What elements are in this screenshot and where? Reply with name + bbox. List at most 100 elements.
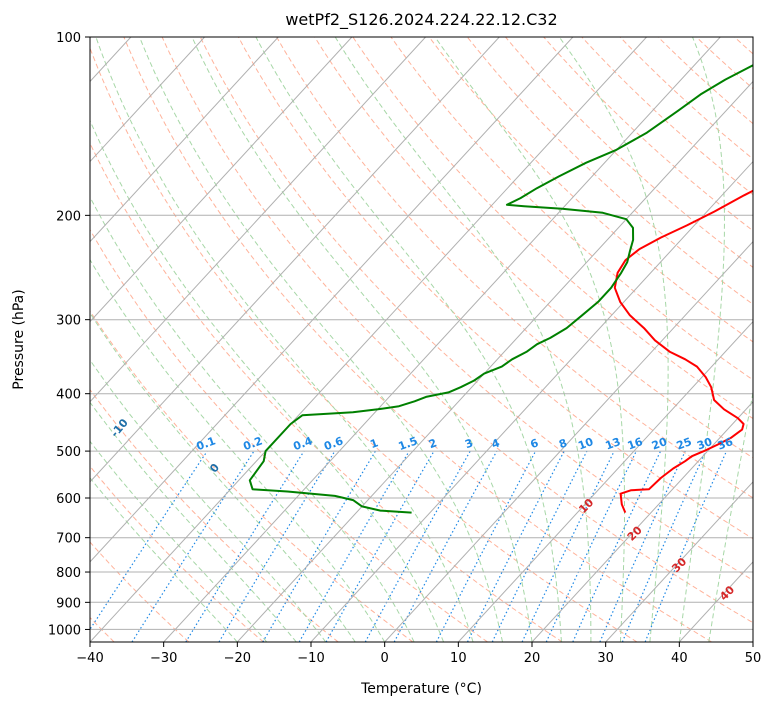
moist-adiabat-line — [334, 37, 592, 642]
dry-adiabat-label: -10 — [108, 416, 131, 440]
dry-adiabat-line — [123, 37, 712, 642]
moist-adiabat-label: 40 — [717, 583, 737, 603]
dry-adiabat-line — [90, 310, 414, 642]
dry-adiabat-line — [390, 37, 753, 381]
mixing-ratio-label: 36 — [716, 435, 735, 453]
y-axis-title: Pressure (hPa) — [11, 289, 27, 389]
mixing-ratio-line — [131, 450, 255, 642]
x-tick-label: −30 — [150, 651, 177, 666]
mixing-ratio-line — [599, 450, 686, 642]
mixing-ratio-line — [393, 450, 498, 642]
y-tick-label: 400 — [56, 388, 81, 403]
moist-adiabat-line — [90, 312, 356, 642]
isotherm-line — [457, 320, 753, 642]
dry-adiabat-line — [90, 541, 190, 642]
moist-adiabat-line — [90, 359, 327, 642]
moist-adiabat-line — [90, 401, 297, 642]
mixing-ratio-label: 4 — [490, 436, 502, 451]
mixing-ratio-label: 8 — [557, 436, 569, 451]
chart-title: wetPf2_S126.2024.224.22.12.C32 — [285, 10, 557, 30]
y-tick-label: 800 — [56, 566, 81, 581]
isotherm-line — [605, 481, 753, 642]
mixing-ratio-label: 1.5 — [397, 434, 420, 453]
dry-adiabat-line — [466, 37, 753, 305]
x-axis: −40 −30 −20 −10 0 10 20 30 40 50 — [76, 642, 761, 666]
moist-adiabat-line — [139, 37, 503, 642]
moist-adiabat-line — [434, 37, 625, 642]
x-tick-label: 20 — [524, 651, 541, 666]
dry-adiabat-line — [695, 37, 753, 90]
isotherm-line — [310, 160, 753, 642]
dry-adiabat-line — [543, 37, 753, 232]
dry-adiabat-line — [352, 37, 753, 420]
x-tick-label: 10 — [450, 651, 467, 666]
x-tick-label: 30 — [597, 651, 614, 666]
plot-frame — [89, 36, 754, 643]
moist-adiabat-line — [191, 37, 533, 642]
y-axis: 1000 900 800 700 600 500 400 300 200 100 — [48, 31, 90, 638]
moist-adiabat-line — [255, 37, 562, 642]
mixing-ratio-lines — [90, 450, 728, 642]
x-axis-title: Temperature (°C) — [360, 681, 482, 697]
isotherm-line — [90, 37, 279, 243]
mixing-ratio-line — [644, 450, 728, 642]
dry-adiabat-line — [237, 37, 753, 540]
y-tick-label: 100 — [56, 31, 81, 46]
mixing-ratio-line — [364, 450, 471, 642]
moist-adiabat-label: 10 — [576, 496, 596, 516]
isotherm-line — [90, 37, 574, 563]
isotherm-grid — [0, 37, 753, 642]
moist-adiabat-label: 20 — [625, 523, 645, 543]
isotherm-line — [90, 37, 353, 323]
x-tick-label: −40 — [76, 651, 103, 666]
isotherm-line — [163, 37, 721, 642]
mixing-ratio-label: 0.1 — [195, 434, 218, 453]
dry-adiabats — [90, 37, 753, 642]
mixing-ratio-label: 1 — [368, 436, 380, 451]
y-tick-label: 300 — [56, 314, 81, 329]
x-tick-label: 40 — [671, 651, 688, 666]
isobar-grid — [90, 37, 753, 630]
sounding-profiles — [248, 64, 753, 514]
dry-adiabat-line — [581, 37, 753, 196]
x-tick-label: −20 — [224, 651, 251, 666]
mixing-ratio-label: 25 — [675, 435, 694, 452]
moist-adiabat-line — [90, 119, 445, 642]
mixing-ratio-label: 0.2 — [241, 434, 264, 453]
mixing-ratio-line — [325, 450, 435, 642]
dry-adiabat-line — [161, 37, 753, 624]
isotherm-line — [0, 37, 57, 642]
mixing-ratio-label: 30 — [695, 435, 714, 453]
isotherm-line — [752, 641, 753, 642]
y-tick-label: 700 — [56, 532, 81, 547]
dry-adiabat-line — [90, 465, 264, 642]
y-tick-label: 500 — [56, 445, 81, 460]
moist-adiabat-line — [90, 258, 386, 642]
isotherm-line — [90, 37, 647, 642]
x-tick-label: 50 — [745, 651, 762, 666]
dry-adiabat-line — [90, 388, 339, 642]
mixing-ratio-line — [572, 450, 662, 642]
moist-adiabat-line — [95, 37, 474, 642]
isotherm-line — [678, 561, 753, 642]
moist-adiabat-line — [90, 196, 415, 642]
dry-adiabat-line — [734, 37, 753, 55]
mixing-ratio-label: 6 — [529, 436, 541, 451]
moist-adiabats — [90, 37, 753, 642]
isotherm-line — [531, 401, 753, 642]
dry-adiabat-line — [90, 46, 638, 642]
dry-adiabat-line — [428, 37, 753, 343]
mixing-ratio-line — [90, 450, 208, 631]
isotherm-line — [236, 80, 753, 642]
moist-adiabat-line — [90, 440, 268, 642]
x-tick-label: −10 — [297, 651, 324, 666]
mixing-ratio-label: 2 — [427, 436, 439, 451]
curve-labels: 0.10.20.40.611.52346810131620253036-100-… — [108, 416, 737, 603]
mixing-ratio-label: 0.4 — [291, 434, 314, 453]
moist-adiabat-line — [708, 389, 753, 642]
dry-adiabat-line — [276, 37, 753, 499]
mixing-ratio-line — [521, 450, 615, 642]
moist-adiabat-line — [558, 37, 669, 642]
mixing-ratio-line — [621, 450, 707, 642]
